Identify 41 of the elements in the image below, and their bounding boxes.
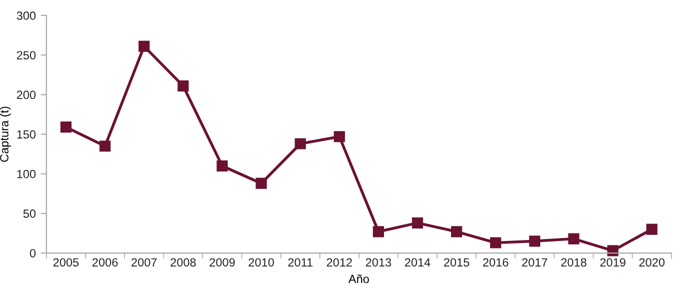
point [451,226,462,238]
point [294,138,306,150]
x-tick-label: 2012 [326,258,352,267]
point [568,233,580,244]
x-tick-label: 2018 [561,258,586,267]
y-axis-title: Captura (t) [0,106,11,162]
y-tick-label: 0 [30,249,36,258]
x-tick-label: 2010 [248,258,274,267]
x-tick-label: 2009 [210,258,235,267]
x-tick-label: 2011 [288,258,312,267]
point [334,131,345,142]
x-tick-label: 2007 [132,258,157,267]
point [216,160,228,172]
x-tick-label: 2016 [483,258,508,267]
point [529,236,540,247]
point [60,122,72,133]
point [372,226,384,238]
y-tick-label: 200 [16,90,36,100]
x-axis-title: Año [348,274,369,284]
y-tick-label: 300 [16,11,36,20]
point [607,245,618,256]
x-tick-label: 2020 [639,258,665,267]
x-tick-label: 2008 [170,258,196,267]
y-tick-label: 100 [17,170,36,178]
point [178,80,189,92]
x-tick-label: 2013 [366,258,392,267]
point [490,237,502,248]
x-tick-label: 2006 [92,258,118,267]
x-tick-label: 2005 [53,258,79,267]
x-tick-label: 2017 [522,258,548,267]
x-tick-label: 2015 [444,258,470,267]
point [99,140,111,152]
point [412,217,424,229]
x-tick-label: 2019 [600,258,626,267]
y-tick-label: 250 [16,51,36,60]
point [256,178,267,189]
y-tick-label: 150 [17,130,36,139]
x-tick-label: 2014 [404,258,430,267]
y-tick-label: 50 [23,209,36,218]
point [646,224,658,235]
point [138,40,150,52]
